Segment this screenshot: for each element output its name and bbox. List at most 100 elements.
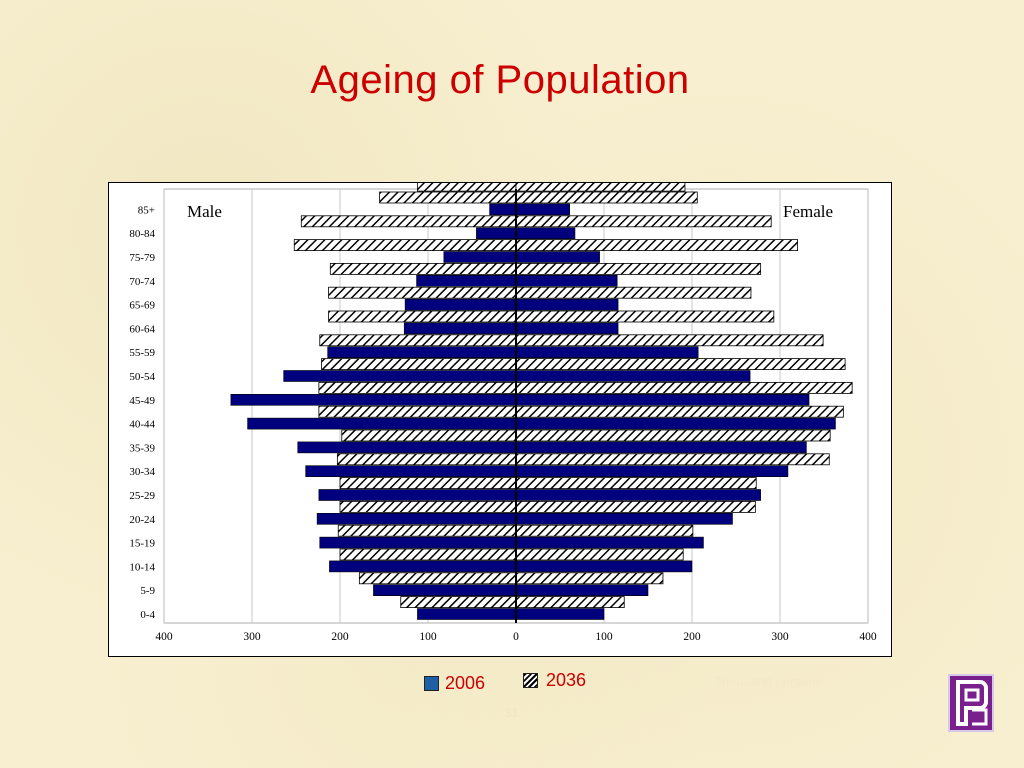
age-group-label: 30-34 [129, 466, 155, 478]
bar-2036-female [515, 263, 762, 275]
bar-2036-male [329, 263, 517, 275]
bar-2006-male [404, 298, 517, 311]
age-group-labels: 0-4 5-9 10-14 15-19 20-24 25-29 30-34 35-39 40-4… [129, 204, 155, 621]
bar-2036-male [337, 524, 517, 537]
x-tick-label: 0 [513, 631, 519, 643]
bar-2036-female [515, 310, 775, 323]
bar-2036-female [515, 453, 830, 466]
age-group-label: 0-4 [140, 609, 155, 621]
age-group-label: 75-79 [129, 252, 155, 264]
bar-2036-female [515, 191, 698, 204]
legend-item-2006: 2006 [424, 673, 485, 694]
bar-2006-male [319, 536, 517, 549]
x-tick-label: 300 [771, 631, 789, 643]
bar-2036-female [515, 429, 831, 442]
bar-2036-male [321, 358, 517, 371]
bar-2036-male [358, 572, 517, 585]
age-group-label: 85+ [138, 204, 155, 216]
bar-2006-female [515, 275, 618, 287]
page-number: 31 [505, 706, 519, 720]
bar-2036-male [336, 453, 517, 466]
bar-2036-male-top [417, 179, 517, 192]
bar-2036-male [318, 381, 517, 394]
age-group-label: 15-19 [129, 538, 155, 550]
age-group-label: 40-44 [129, 419, 155, 431]
bar-2036-female [515, 334, 824, 347]
bar-2006-female [515, 251, 600, 263]
x-tick-label: 300 [243, 631, 261, 643]
bar-2036-female [515, 381, 853, 394]
bar-2006-male [283, 370, 517, 382]
x-axis-ticks: 400 300 200 100 0 100 200 300 400 [155, 631, 877, 643]
bar-2036-female [515, 358, 846, 371]
bar-2006-male [403, 322, 517, 335]
bar-2006-female [515, 489, 761, 501]
bar-2036-male [328, 286, 517, 299]
bar-2006-male [305, 465, 517, 478]
legend-swatch-solid [424, 676, 439, 691]
bar-2036-male [318, 405, 517, 418]
age-group-label: 35-39 [129, 442, 155, 454]
age-group-label: 70-74 [129, 276, 155, 288]
bar-2006-female [515, 512, 733, 525]
bar-2036-female [515, 405, 844, 418]
bar-2036-female [515, 239, 799, 251]
bar-2006-female [515, 346, 699, 358]
bar-2036-female-top [515, 179, 686, 192]
bar-2006-female [515, 584, 649, 597]
bar-2036-male [339, 500, 517, 513]
bar-2036-male [400, 596, 517, 609]
age-group-label: 5-9 [140, 585, 155, 597]
bar-2006-male [417, 608, 517, 620]
slide-title: Ageing of Population [310, 58, 690, 102]
bar-2006-female [515, 370, 751, 382]
bars-group [230, 179, 853, 620]
bar-2006-female [515, 417, 836, 430]
bar-2036-female [515, 524, 694, 537]
bar-2036-female [515, 500, 756, 513]
logo-icon [948, 674, 994, 732]
age-group-label: 80-84 [129, 228, 155, 240]
bar-2006-male [318, 489, 517, 501]
age-group-label: 50-54 [129, 371, 155, 383]
legend-label-2036: 2036 [546, 670, 587, 690]
bar-2036-male [293, 239, 517, 251]
bar-2006-male [476, 227, 517, 240]
legend: 2006 2036 [0, 670, 1024, 697]
population-pyramid-chart: 0-4 5-9 10-14 15-19 20-24 25-29 30-34 35-39 40-4… [108, 179, 892, 657]
bar-2006-female [515, 203, 570, 216]
bar-2036-female [515, 572, 664, 585]
male-label: Male [187, 202, 222, 221]
bar-2036-female [515, 477, 757, 490]
x-tick-label: 400 [859, 631, 877, 643]
bar-2006-female [515, 536, 704, 549]
bar-2006-male [416, 275, 517, 287]
bar-2006-male [443, 251, 517, 263]
x-tick-label: 100 [419, 631, 437, 643]
age-group-label: 60-64 [129, 323, 155, 335]
x-tick-label: 400 [155, 631, 173, 643]
bar-2006-female [515, 298, 619, 311]
bar-2006-male [327, 346, 517, 358]
bar-2006-female [515, 227, 576, 240]
bar-2036-male [339, 477, 517, 490]
bar-2006-female [515, 441, 807, 454]
bar-2036-male [319, 334, 517, 347]
bar-2036-female [515, 286, 752, 299]
age-group-label: 20-24 [129, 514, 155, 526]
legend-swatch-hatched [523, 673, 538, 688]
age-group-label: 10-14 [129, 561, 155, 573]
x-tick-label: 200 [683, 631, 701, 643]
chart-svg: 0-4 5-9 10-14 15-19 20-24 25-29 30-34 35-39 40-4… [129, 179, 877, 643]
bar-2036-female [515, 596, 625, 609]
bar-2006-female [515, 465, 789, 478]
legend-label-2006: 2006 [445, 673, 486, 693]
x-tick-label: 200 [331, 631, 349, 643]
bar-2036-male [341, 429, 517, 442]
bar-2006-male [329, 560, 517, 573]
bar-2036-male [328, 310, 517, 323]
bar-2036-female [515, 215, 772, 228]
bar-2006-male [230, 394, 517, 406]
bar-2006-male [247, 417, 517, 430]
age-group-label: 65-69 [129, 300, 155, 312]
